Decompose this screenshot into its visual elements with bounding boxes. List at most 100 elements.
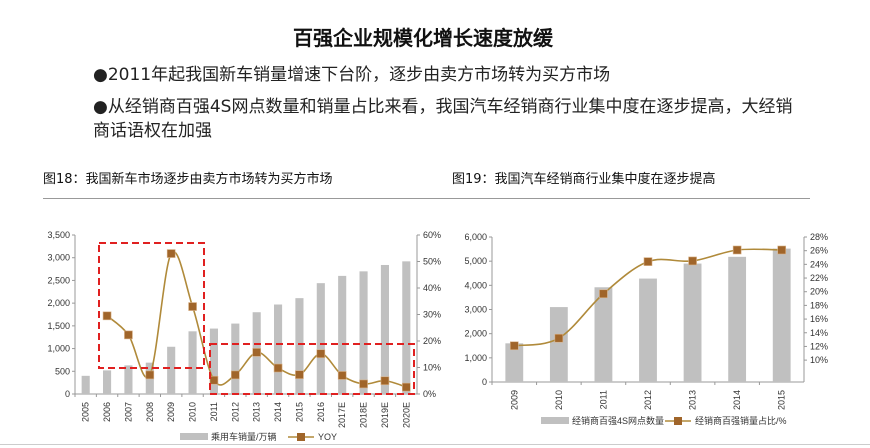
- chart18-xtick: 2019E: [380, 402, 390, 428]
- chart18-xtick: 2007: [123, 402, 133, 422]
- chart18-bar: [124, 365, 133, 394]
- chart19-marker: [777, 245, 787, 255]
- chart18-marker: [188, 302, 197, 311]
- chart19-marker: [554, 333, 564, 343]
- chart19-ytick: 6,000: [464, 232, 487, 242]
- chart19-bar: [683, 263, 702, 382]
- chart19-bar: [505, 343, 524, 382]
- chart18-marker: [209, 375, 219, 385]
- chart19-ytick: 1,000: [464, 353, 487, 363]
- chart18-bar: [338, 275, 347, 394]
- chart19-ytick: 0: [482, 377, 487, 387]
- chart18-y2tick: 20%: [423, 336, 441, 346]
- chart18-marker: [316, 349, 326, 359]
- chart18-ytick: 3,500: [47, 230, 70, 240]
- chart-18-title: 图18：我国新车市场逐步由卖方市场转为买方市场: [43, 172, 333, 187]
- chart18-legend-marker: [297, 433, 305, 441]
- chart19-xtick: 2014: [732, 390, 742, 410]
- chart18-bar: [81, 375, 90, 394]
- chart18-xtick: 2016: [316, 402, 326, 422]
- chart19-y2tick: 12%: [810, 341, 828, 351]
- chart19-y2tick: 24%: [810, 259, 828, 269]
- chart18-xtick: 2015: [294, 402, 304, 422]
- chart18-marker: [273, 363, 283, 373]
- chart18-marker: [166, 249, 176, 258]
- chart19-y2tick: 10%: [810, 355, 828, 365]
- chart18-y2tick: 50%: [423, 257, 441, 267]
- chart19-legend-marker: [674, 417, 682, 425]
- chart19-ytick: 5,000: [464, 256, 487, 266]
- chart18-marker: [402, 382, 411, 392]
- chart18-bar: [402, 261, 411, 394]
- chart18-marker: [124, 330, 133, 340]
- chart18-marker: [295, 370, 304, 379]
- chart18-bar: [167, 346, 176, 394]
- chart18-marker: [252, 348, 261, 357]
- chart18-ytick: 2,500: [47, 275, 70, 285]
- chart18-xtick: 2009: [166, 402, 176, 422]
- chart19-legend-bar-label: 经销商百强4S网点数量: [572, 415, 664, 426]
- chart18-bar: [380, 264, 389, 394]
- chart18-xtick: 2011: [209, 402, 219, 421]
- highlight-box-2011-2020: [209, 343, 415, 395]
- chart18-xtick: 2006: [102, 402, 112, 422]
- chart18-legend-bar-label: 乘用车销量/万辆: [211, 431, 277, 442]
- chart18-bar: [359, 271, 368, 394]
- chart19-ytick: 3,000: [464, 305, 487, 315]
- chart18-xtick: 2008: [145, 402, 155, 422]
- chart18-bar: [316, 283, 325, 394]
- chart19-marker: [509, 341, 519, 351]
- chart18-ytick: 1,000: [47, 344, 70, 354]
- chart18-xtick: 2005: [81, 402, 91, 422]
- bullet-1: ●2011年起我国新车销量增速下台阶，逐步由卖方市场转为买方市场: [93, 65, 611, 85]
- chart19-y2tick: 20%: [810, 287, 828, 297]
- chart18-ytick: 500: [55, 366, 70, 376]
- chart18-bar: [209, 328, 218, 394]
- chart18-y2tick: 10%: [423, 363, 441, 373]
- chart19-marker: [643, 257, 653, 266]
- chart19-bar: [639, 278, 657, 382]
- chart19-legend-bar-swatch: [541, 417, 569, 424]
- separator: [43, 198, 810, 199]
- chart19-y2tick: 18%: [810, 300, 828, 310]
- chart19-bar: [728, 256, 747, 382]
- chart18-xtick: 2014: [273, 402, 283, 422]
- chart18-marker: [102, 311, 112, 321]
- chart19-marker: [732, 245, 742, 255]
- bottom-border: [0, 444, 870, 445]
- chart18-bar: [295, 298, 304, 394]
- chart18-xtick: 2017E: [337, 402, 347, 428]
- chart19-marker: [688, 256, 697, 266]
- chart19-y2tick: 22%: [810, 273, 828, 283]
- chart19-bar: [594, 287, 613, 382]
- chart18-xtick: 2010: [188, 402, 198, 422]
- chart19-xtick: 2015: [777, 390, 787, 410]
- chart19-xtick: 2011: [598, 390, 608, 409]
- chart19-y2tick: 16%: [810, 314, 828, 324]
- chart18-y2tick: 30%: [423, 310, 441, 320]
- slide-title: 百强企业规模化增长速度放缓: [293, 26, 553, 50]
- chart18-bar: [103, 370, 112, 394]
- chart19-y2tick: 14%: [810, 328, 828, 338]
- highlight-box-2006-2010: [98, 242, 205, 369]
- chart18-y2tick: 40%: [423, 283, 441, 293]
- chart19-xtick: 2013: [688, 390, 698, 410]
- chart18-marker: [359, 379, 368, 389]
- chart18-bar: [231, 323, 240, 394]
- chart18-bar: [188, 331, 197, 394]
- chart19-ytick: 4,000: [464, 280, 487, 290]
- chart19-y2tick: 26%: [810, 246, 828, 256]
- chart18-marker: [337, 371, 347, 380]
- chart18-marker: [145, 370, 155, 380]
- chart18-marker: [231, 370, 240, 380]
- chart18-y2tick: 0%: [423, 389, 436, 399]
- chart19-xtick: 2010: [554, 390, 564, 410]
- bullet-2: ●从经销商百强4S网点数量和销量占比来看，我国汽车经销商行业集中度在逐步提高，大…: [93, 97, 793, 141]
- chart18-xtick: 2020E: [401, 402, 411, 428]
- chart19-legend-line-label: 经销商百强销量占比/%: [695, 415, 787, 426]
- chart18-ytick: 0: [65, 389, 70, 399]
- chart19-bar: [772, 248, 791, 382]
- chart18-xtick: 2013: [252, 402, 262, 422]
